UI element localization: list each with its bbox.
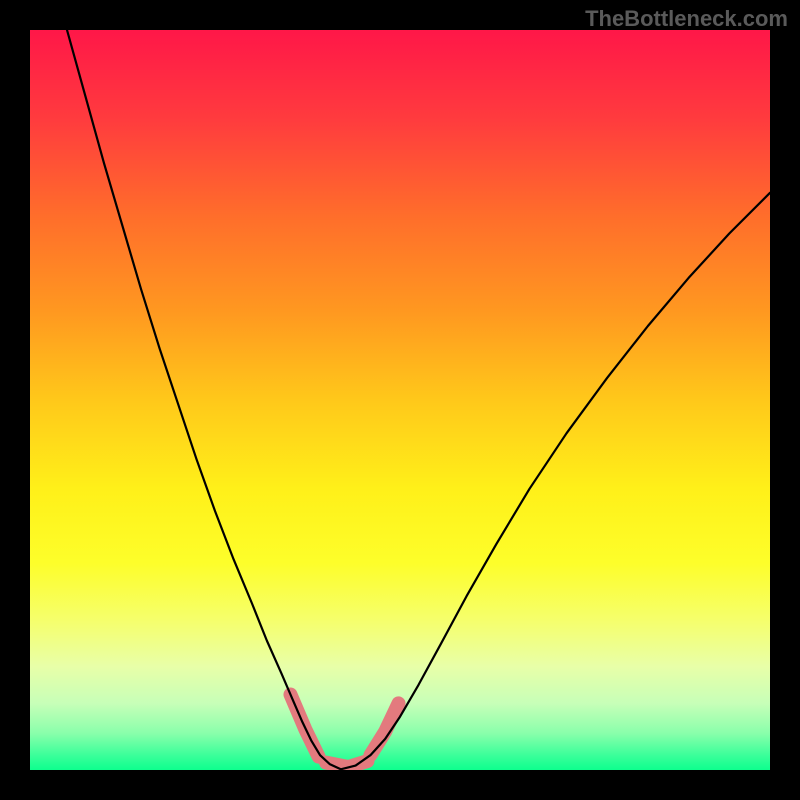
chart-container: TheBottleneck.com — [0, 0, 800, 800]
plot-area — [30, 30, 770, 770]
plot-svg — [30, 30, 770, 770]
gradient-background — [30, 30, 770, 770]
source-watermark: TheBottleneck.com — [585, 6, 788, 32]
